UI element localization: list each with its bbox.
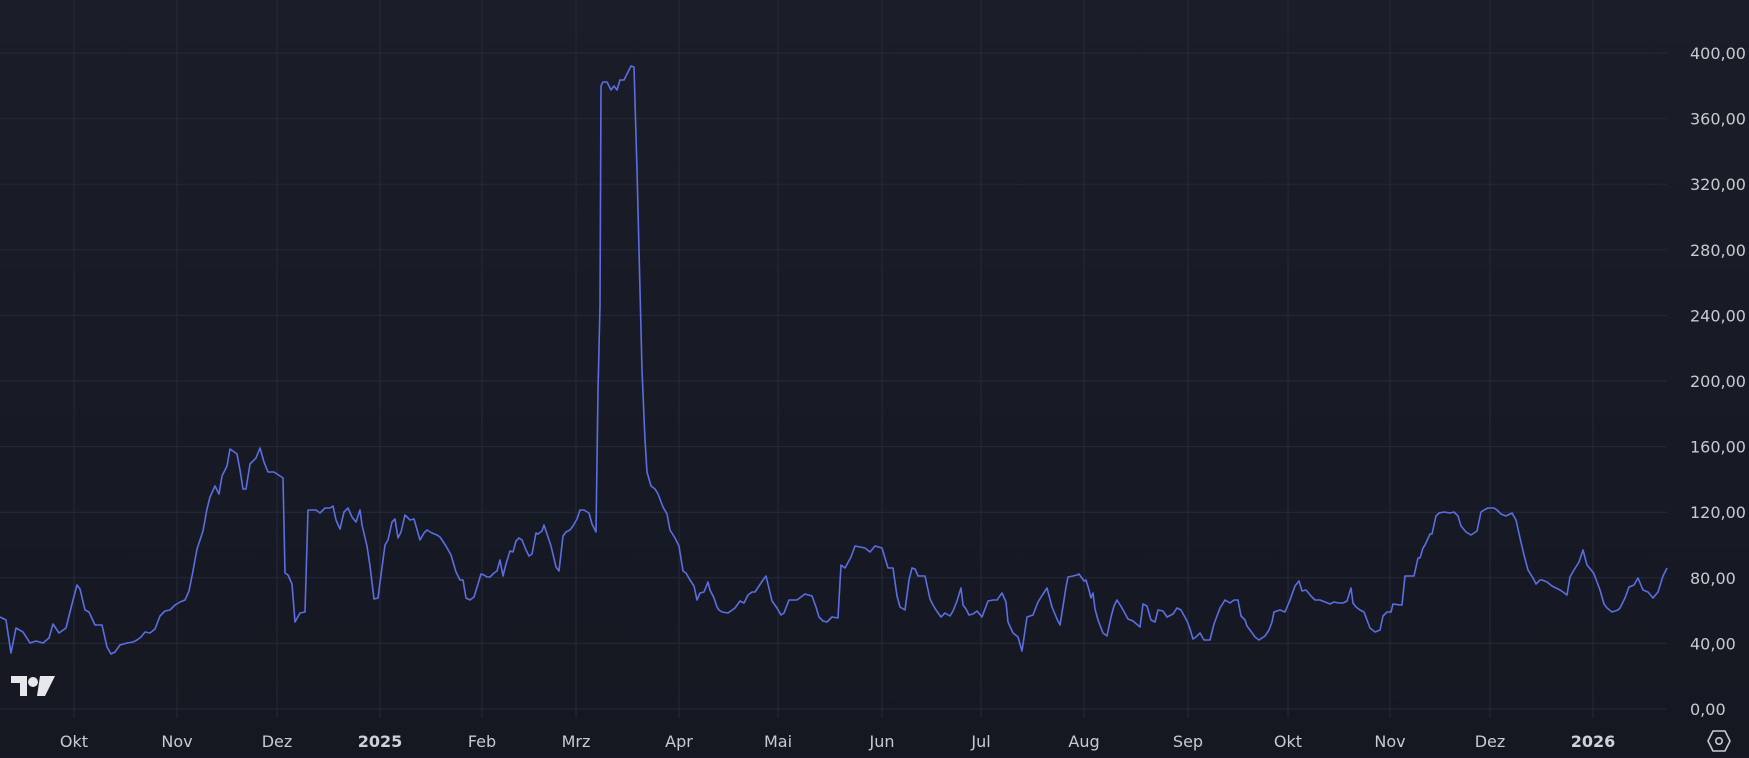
y-axis-tick-label: 240,00 — [1690, 306, 1746, 325]
y-axis-tick-label: 0,00 — [1690, 700, 1726, 719]
x-axis-labels: Okt Nov Dez 2025 Feb Mrz Apr Mai Jun Jul Aug Sep Okt… — [60, 732, 1615, 751]
x-axis-tick-label: Mai — [764, 732, 792, 751]
y-axis-tick-label: 320,00 — [1690, 175, 1746, 194]
y-axis-tick-label: 160,00 — [1690, 438, 1746, 457]
series-line — [0, 65, 1668, 655]
x-axis-tick-label: Mrz — [562, 732, 591, 751]
y-axis-tick-label: 80,00 — [1690, 569, 1736, 588]
x-axis-tick-label: Aug — [1068, 732, 1099, 751]
tradingview-logo-icon[interactable] — [9, 674, 57, 698]
x-axis-tick-label: Nov — [1374, 732, 1405, 751]
y-axis-tick-label: 360,00 — [1690, 110, 1746, 129]
x-axis-tick-label: Feb — [468, 732, 496, 751]
y-axis-tick-label: 40,00 — [1690, 634, 1736, 653]
y-axis-tick-label: 200,00 — [1690, 372, 1746, 391]
y-axis-tick-label: 400,00 — [1690, 44, 1746, 63]
y-axis-labels: 400,00 360,00 320,00 280,00 240,00 200,00 160,… — [1690, 44, 1746, 719]
x-axis-tick-label: Jun — [869, 732, 895, 751]
x-axis-tick-label: Sep — [1173, 732, 1203, 751]
y-axis-tick-label: 120,00 — [1690, 503, 1746, 522]
x-axis-tick-label: 2025 — [358, 732, 403, 751]
x-axis-tick-label: Jul — [970, 732, 990, 751]
x-axis-tick-label: 2026 — [1571, 732, 1616, 751]
line-series — [0, 65, 1668, 655]
grid-lines — [0, 0, 1667, 718]
x-axis-tick-label: Dez — [262, 732, 293, 751]
x-axis-tick-label: Nov — [161, 732, 192, 751]
x-axis-tick-label: Dez — [1475, 732, 1506, 751]
settings-hexagon-icon[interactable] — [1706, 728, 1732, 754]
y-axis-tick-label: 280,00 — [1690, 241, 1746, 260]
x-axis-tick-label: Apr — [665, 732, 693, 751]
x-axis-tick-label: Okt — [60, 732, 88, 751]
x-axis-tick-label: Okt — [1274, 732, 1302, 751]
